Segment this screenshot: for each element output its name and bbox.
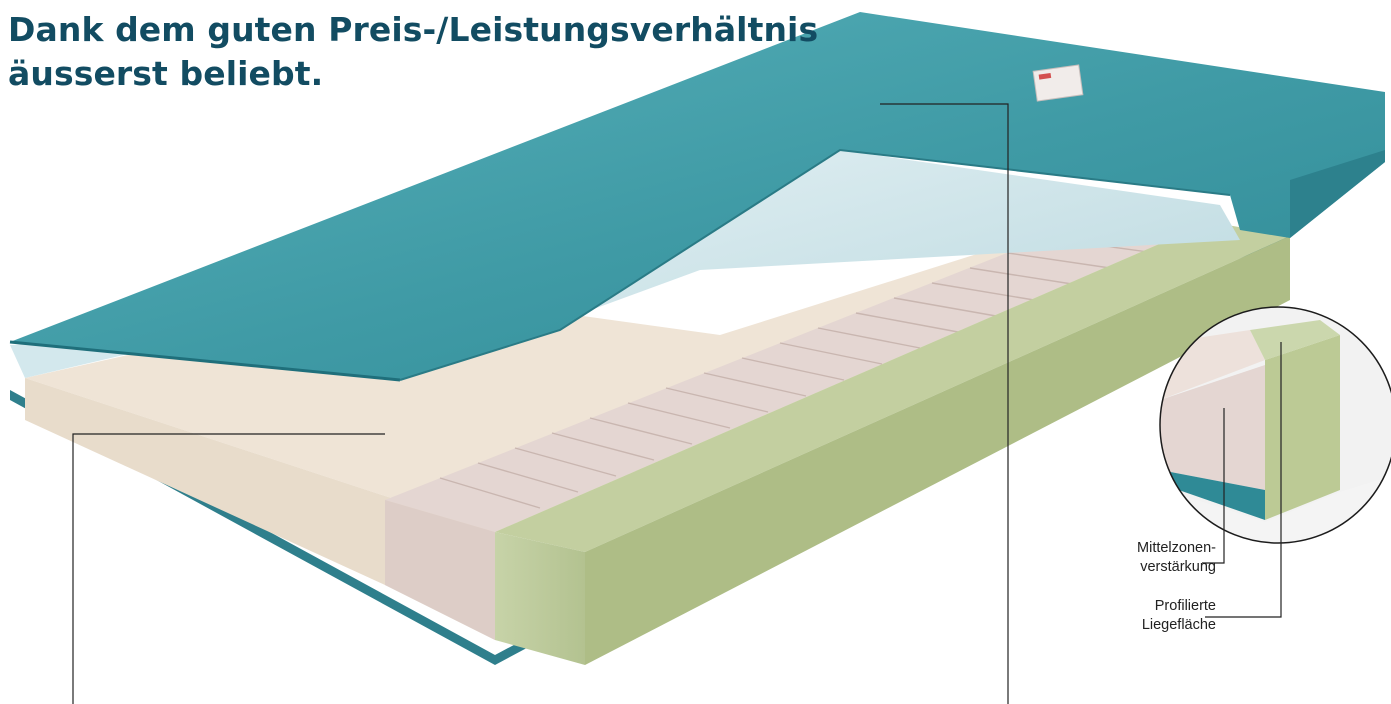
- callout-center-zone-reinforcement: Mittelzonen- verstärkung: [1137, 539, 1216, 577]
- inner-liner: [10, 150, 1240, 380]
- callout-center-zone-line-2: verstärkung: [1140, 559, 1216, 575]
- callout-center-zone-line-1: Mittelzonen-: [1137, 540, 1216, 556]
- headline-line-1: Dank dem guten Preis-/Leistungsverhältni…: [8, 10, 819, 49]
- callout-profiled-surface-line-2: Liegefläche: [1141, 617, 1216, 633]
- headline: Dank dem guten Preis-/Leistungsverhältni…: [8, 8, 818, 96]
- mattress-cover: [9, 12, 1385, 382]
- side-reinforcement: [495, 222, 1290, 665]
- callout-profiled-surface-line-1: Profilierte: [1154, 598, 1216, 614]
- leader-line-cover: [880, 103, 1009, 704]
- profiled-surface: [385, 212, 1210, 640]
- cover-label-tag: [1032, 64, 1084, 102]
- leader-line-center-zone: [1202, 408, 1225, 564]
- leader-lines: [72, 103, 1282, 704]
- leader-line-foam: [72, 433, 385, 704]
- callout-profiled-surface: Profilierte Liegefläche: [1142, 597, 1216, 635]
- leader-line-profiled-surface: [1205, 342, 1282, 618]
- headline-line-2: äusserst beliebt.: [8, 54, 324, 93]
